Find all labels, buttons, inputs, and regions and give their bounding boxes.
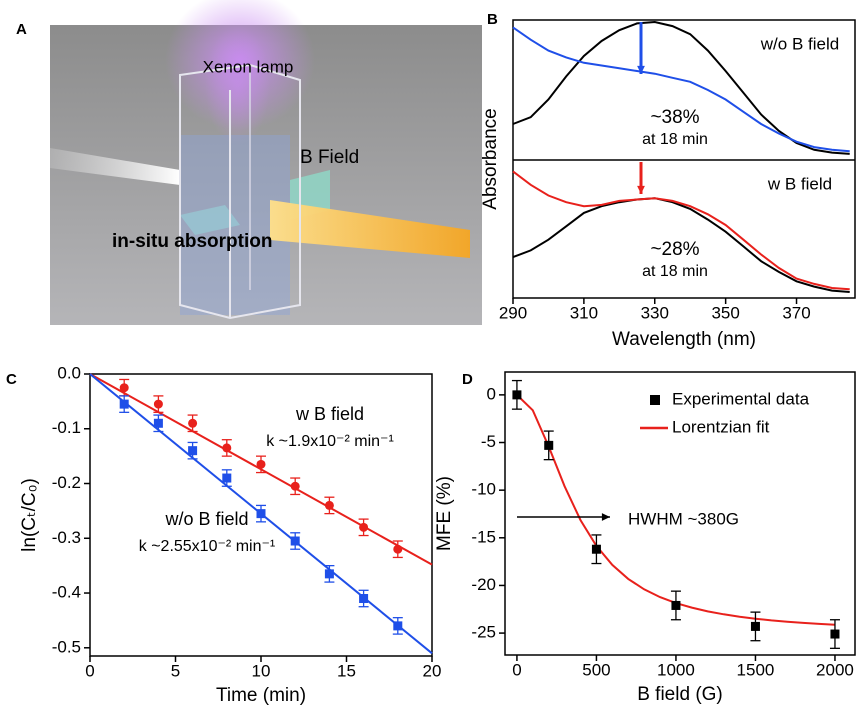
plot-frame [504, 371, 856, 656]
polarizer [180, 205, 240, 235]
illustration-label: in-situ absorption [112, 231, 272, 252]
data-point [256, 509, 266, 519]
legend-label: Experimental data [672, 389, 810, 408]
data-point [153, 418, 163, 428]
data-point [119, 399, 129, 409]
data-point [290, 536, 300, 546]
data-point [324, 569, 334, 579]
annotation: k ~1.9x10⁻² min⁻¹ [266, 433, 394, 450]
arrow-head [637, 65, 645, 74]
panel-label: D [462, 371, 473, 388]
x-tick-label: 1500 [737, 660, 775, 679]
y-tick-label: -10 [471, 480, 496, 499]
y-tick-label: 0.0 [57, 363, 81, 382]
plot-frame [512, 19, 856, 299]
y-tick-label: -15 [471, 527, 496, 546]
annotation: ~38% [650, 107, 699, 128]
x-tick-label: 2000 [816, 660, 854, 679]
x-tick-label: 350 [711, 303, 739, 322]
x-tick-label: 370 [782, 303, 810, 322]
panel-label: B [487, 11, 498, 28]
x-tick-label: 500 [582, 660, 610, 679]
x-tick-label: 290 [499, 303, 527, 322]
data-point [591, 544, 601, 554]
y-tick-label: -0.3 [52, 528, 81, 547]
annotation: at 18 min [642, 131, 708, 148]
annotation: w/o B field [760, 34, 839, 53]
arrow-head [601, 513, 610, 521]
annotation: w/o B field [164, 509, 248, 529]
illustration-label: Xenon lamp [203, 57, 294, 76]
x-axis-label: B field (G) [637, 684, 723, 705]
x-tick-label: 1000 [657, 660, 695, 679]
y-axis-label: MFE (%) [434, 476, 455, 551]
data-point [393, 544, 403, 554]
y-tick-label: -0.5 [52, 637, 81, 656]
y-tick-label: -0.2 [52, 473, 81, 492]
x-tick-label: 330 [641, 303, 669, 322]
y-tick-label: -20 [471, 575, 496, 594]
arrow-head [637, 185, 645, 194]
data-point [222, 443, 232, 453]
y-axis-label: Absorbance [480, 108, 501, 209]
x-tick-label: 20 [423, 661, 442, 680]
data-point [830, 629, 840, 639]
annotation: ~28% [650, 239, 699, 260]
data-point [256, 459, 266, 469]
panel-label: C [6, 371, 17, 388]
spectrum-line [512, 197, 850, 293]
data-point [359, 594, 369, 604]
data-point [188, 418, 198, 428]
data-point [750, 621, 760, 631]
x-tick-label: 0 [512, 660, 521, 679]
x-tick-label: 0 [85, 661, 94, 680]
y-axis-label: ln(Cₜ/C₀) [19, 478, 40, 552]
transmitted-beam [270, 200, 470, 258]
data-point [188, 446, 198, 456]
data-point [222, 473, 232, 483]
annotation: w B field [767, 174, 832, 193]
x-axis-label: Time (min) [216, 685, 306, 706]
data-point [290, 481, 300, 491]
probe-beam [50, 148, 180, 185]
data-point [359, 522, 369, 532]
x-axis-label: Wavelength (nm) [612, 329, 756, 350]
x-tick-label: 5 [171, 661, 180, 680]
annotation: at 18 min [642, 263, 708, 280]
illustration-label: B Field [300, 147, 359, 168]
x-tick-label: 10 [252, 661, 271, 680]
y-tick-label: -5 [481, 432, 496, 451]
y-tick-label: 0 [487, 384, 496, 403]
x-tick-label: 310 [570, 303, 598, 322]
x-tick-label: 15 [337, 661, 356, 680]
data-point [393, 621, 403, 631]
data-point [544, 440, 554, 450]
illustration [50, 0, 482, 325]
y-tick-label: -25 [471, 623, 496, 642]
annotation: w B field [295, 404, 364, 424]
data-point [671, 600, 681, 610]
spectrum-line [512, 26, 850, 153]
spectrum-line [512, 170, 850, 291]
legend-marker [650, 395, 660, 405]
annotation: HWHM ~380G [628, 509, 739, 528]
y-tick-label: -0.4 [52, 583, 81, 602]
data-point [119, 383, 129, 393]
data-point [153, 399, 163, 409]
data-point [324, 500, 334, 510]
y-tick-label: -0.1 [52, 418, 81, 437]
lamp-beam [205, 25, 270, 145]
legend-label: Lorentzian fit [672, 417, 770, 436]
annotation: k ~2.55x10⁻² min⁻¹ [139, 538, 276, 555]
data-point [512, 390, 522, 400]
panel-label: A [16, 21, 27, 38]
